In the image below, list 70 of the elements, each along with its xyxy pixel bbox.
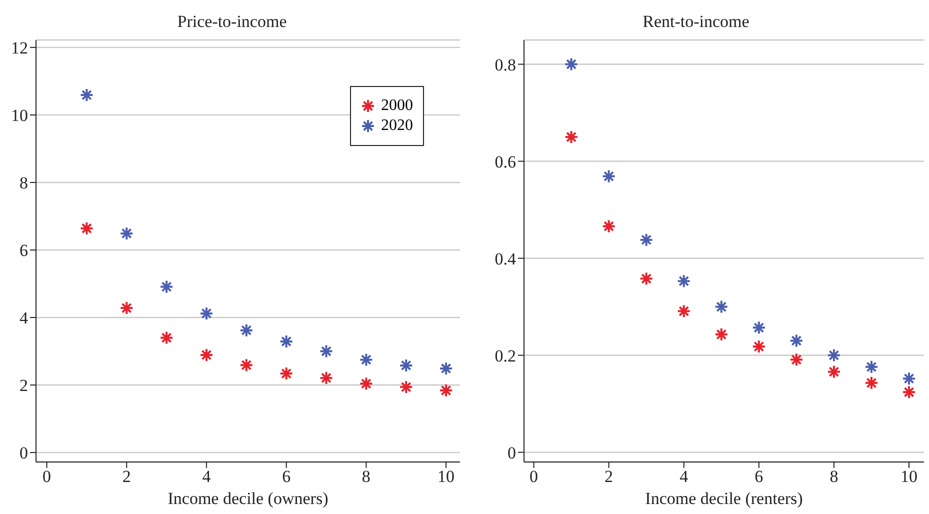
x-tick-label: 6: [754, 467, 764, 486]
x-tick-label: 8: [830, 467, 838, 486]
point: [120, 301, 134, 316]
y-tick-label: 2: [20, 376, 28, 396]
point: [826, 348, 841, 362]
point: [199, 306, 214, 320]
point: [359, 376, 374, 391]
legend-label: 2020: [381, 117, 413, 135]
point: [199, 348, 214, 362]
y-tick-label: 4: [20, 308, 28, 328]
point: [639, 272, 654, 286]
point: [639, 232, 654, 247]
x-tick-label: 10: [438, 467, 455, 486]
y-tick-label: 0.2: [494, 346, 516, 366]
x-tick-label: 4: [202, 467, 212, 486]
point: [279, 334, 294, 348]
x-tick-label: 2: [604, 467, 614, 486]
point: [359, 352, 374, 367]
y-tick-label: 8: [20, 174, 28, 192]
point: [279, 366, 294, 381]
point: [439, 361, 454, 376]
point: [752, 340, 766, 354]
chart-title: Rent-to-income: [642, 12, 750, 32]
point: [239, 323, 254, 338]
x-tick-label: 0: [42, 467, 52, 486]
point: [564, 57, 578, 72]
x-tick-label: 4: [680, 467, 689, 486]
y-tick-label: 10: [11, 106, 28, 125]
point: [752, 320, 766, 335]
x-tick-label: 6: [282, 467, 291, 486]
point: [902, 385, 916, 400]
point: [602, 169, 616, 184]
point: [714, 327, 728, 342]
point: [439, 383, 454, 398]
x-axis-title: Income decile (renters): [645, 489, 803, 508]
point: [399, 358, 414, 372]
point: [399, 380, 414, 394]
point: [80, 221, 94, 236]
x-tick-label: 2: [122, 467, 131, 486]
point: [714, 300, 728, 314]
point: [864, 360, 878, 374]
point: [319, 370, 334, 385]
x-axis-title: Income decile (owners): [168, 489, 328, 508]
point: [602, 219, 616, 234]
chart-title: Price-to-income: [176, 12, 288, 32]
y-tick-label: 0.6: [494, 152, 516, 172]
x-tick-label: 0: [530, 467, 538, 486]
point: [564, 130, 578, 144]
y-tick-label: 0: [20, 444, 28, 463]
x-tick-label: 10: [900, 467, 918, 486]
legend-label: 2000: [381, 97, 413, 115]
point: [676, 274, 691, 288]
point: [319, 344, 334, 358]
y-tick-label: 0: [508, 443, 516, 462]
point: [160, 330, 174, 345]
point: [120, 226, 134, 240]
y-tick-label: 0.8: [494, 55, 516, 74]
y-tick-label: 12: [11, 38, 28, 58]
point: [826, 364, 841, 379]
point: [676, 304, 691, 318]
point: [864, 376, 878, 390]
point: [239, 358, 254, 372]
x-tick-label: 8: [362, 467, 370, 486]
point: [80, 88, 94, 102]
y-tick-label: 6: [20, 241, 28, 260]
y-tick-label: 0.4: [494, 249, 516, 268]
point: [789, 352, 804, 367]
point: [902, 372, 916, 386]
point: [160, 280, 174, 294]
point: [789, 334, 804, 348]
